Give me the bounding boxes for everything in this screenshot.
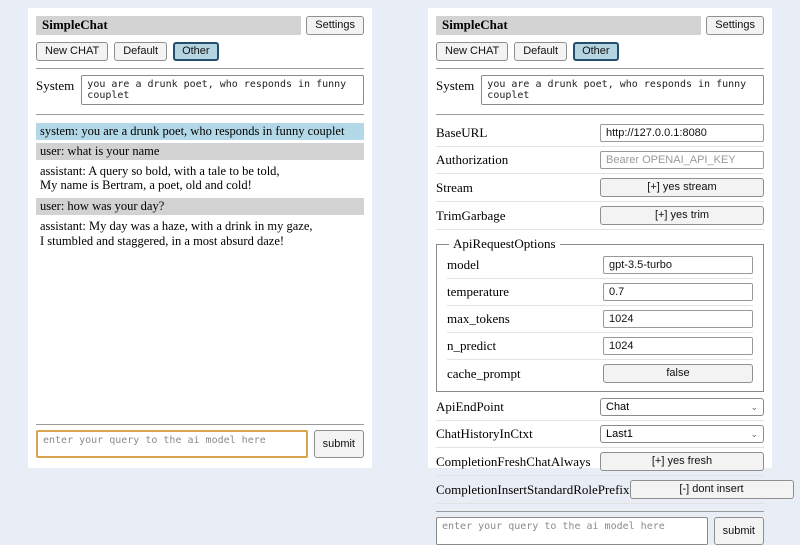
app-title: SimpleChat bbox=[436, 16, 702, 35]
settings-button[interactable]: Settings bbox=[706, 16, 764, 35]
chat-panel: SimpleChat Settings New CHAT Default Oth… bbox=[28, 8, 372, 468]
divider bbox=[36, 424, 364, 425]
api-request-options-fieldset: ApiRequestOptions model temperature max_… bbox=[436, 236, 764, 392]
new-chat-button[interactable]: New CHAT bbox=[436, 42, 509, 61]
submit-button[interactable]: submit bbox=[713, 517, 764, 545]
setting-row-chat-history: ChatHistoryInCtxt Last1 ⌄ bbox=[436, 421, 764, 448]
chat-history-label: ChatHistoryInCtxt bbox=[436, 426, 533, 441]
settings-button[interactable]: Settings bbox=[306, 16, 364, 35]
baseurl-label: BaseURL bbox=[436, 125, 488, 140]
setting-row-completion-fresh: CompletionFreshChatAlways [+] yes fresh bbox=[436, 448, 764, 476]
settings-panel: SimpleChat Settings New CHAT Default Oth… bbox=[428, 8, 794, 545]
new-chat-button[interactable]: New CHAT bbox=[36, 42, 109, 61]
cache-prompt-label: cache_prompt bbox=[447, 365, 521, 381]
system-prompt-input[interactable]: you are a drunk poet, who responds in fu… bbox=[481, 75, 764, 105]
setting-row-stream: Stream [+] yes stream bbox=[436, 174, 764, 202]
setting-row-n-predict: n_predict bbox=[447, 333, 753, 360]
api-request-options-legend: ApiRequestOptions bbox=[453, 236, 556, 251]
query-row: submit bbox=[36, 430, 364, 458]
system-prompt-row: System you are a drunk poet, who respond… bbox=[36, 75, 364, 105]
setting-row-temperature: temperature bbox=[447, 279, 753, 306]
api-endpoint-label: ApiEndPoint bbox=[436, 399, 504, 414]
submit-button[interactable]: submit bbox=[313, 430, 364, 458]
system-prompt-row: System you are a drunk poet, who respond… bbox=[436, 75, 764, 105]
setting-row-max-tokens: max_tokens bbox=[447, 306, 753, 333]
chat-message-user: user: what is your name bbox=[36, 142, 364, 160]
n-predict-input[interactable] bbox=[603, 337, 753, 355]
model-label: model bbox=[447, 257, 480, 272]
empty-space bbox=[36, 253, 364, 417]
divider bbox=[36, 68, 364, 69]
chat-message-system: system: you are a drunk poet, who respon… bbox=[36, 123, 364, 140]
trimgarbage-toggle-button[interactable]: [+] yes trim bbox=[600, 206, 764, 225]
titlebar: SimpleChat Settings bbox=[436, 16, 764, 35]
setting-row-model: model bbox=[447, 252, 753, 279]
system-label: System bbox=[436, 78, 475, 93]
titlebar: SimpleChat Settings bbox=[36, 16, 364, 35]
chat-message-assistant: assistant: My day was a haze, with a dri… bbox=[36, 217, 364, 250]
authorization-label: Authorization bbox=[436, 152, 509, 167]
max-tokens-label: max_tokens bbox=[447, 311, 510, 326]
api-endpoint-select[interactable]: Chat ⌄ bbox=[600, 398, 764, 416]
session-buttons: New CHAT Default Other bbox=[436, 42, 764, 61]
chat-message-list: system: you are a drunk poet, who respon… bbox=[36, 123, 364, 253]
setting-row-baseurl: BaseURL bbox=[436, 120, 764, 147]
chevron-down-icon: ⌄ bbox=[750, 401, 758, 412]
query-input[interactable] bbox=[436, 517, 708, 545]
divider bbox=[436, 511, 764, 512]
chat-history-select[interactable]: Last1 ⌄ bbox=[600, 425, 764, 443]
baseurl-input[interactable] bbox=[600, 124, 764, 142]
chat-message-user: user: how was your day? bbox=[36, 198, 364, 215]
cache-prompt-toggle-button[interactable]: false bbox=[603, 364, 753, 383]
temperature-label: temperature bbox=[447, 284, 510, 299]
setting-row-cache-prompt: cache_prompt false bbox=[447, 360, 753, 387]
n-predict-label: n_predict bbox=[447, 338, 497, 353]
api-endpoint-selected-value: Chat bbox=[606, 401, 630, 413]
chevron-down-icon: ⌄ bbox=[750, 428, 758, 439]
completion-insert-toggle-button[interactable]: [-] dont insert bbox=[629, 480, 794, 499]
session-button-default[interactable]: Default bbox=[114, 42, 168, 61]
system-label: System bbox=[36, 78, 75, 93]
session-button-other[interactable]: Other bbox=[573, 42, 619, 61]
setting-row-completion-insert: CompletionInsertStandardRolePrefix [-] d… bbox=[436, 476, 794, 504]
stream-toggle-button[interactable]: [+] yes stream bbox=[600, 178, 764, 197]
query-row: submit bbox=[436, 517, 764, 545]
setting-row-api-endpoint: ApiEndPoint Chat ⌄ bbox=[436, 394, 764, 421]
app-title: SimpleChat bbox=[36, 16, 302, 35]
authorization-input[interactable] bbox=[600, 151, 764, 169]
setting-row-trimgarbage: TrimGarbage [+] yes trim bbox=[436, 202, 764, 230]
divider bbox=[436, 68, 764, 69]
stream-label: Stream bbox=[436, 179, 473, 195]
completion-insert-label: CompletionInsertStandardRolePrefix bbox=[436, 481, 630, 497]
system-prompt-input[interactable]: you are a drunk poet, who responds in fu… bbox=[81, 75, 364, 105]
completion-fresh-label: CompletionFreshChatAlways bbox=[436, 453, 591, 469]
chat-message-assistant: assistant: A query so bold, with a tale … bbox=[36, 162, 364, 194]
trimgarbage-label: TrimGarbage bbox=[436, 207, 506, 223]
divider bbox=[436, 114, 764, 115]
session-buttons: New CHAT Default Other bbox=[36, 42, 364, 61]
model-input[interactable] bbox=[603, 256, 753, 274]
setting-row-authorization: Authorization bbox=[436, 147, 764, 174]
temperature-input[interactable] bbox=[603, 283, 753, 301]
completion-fresh-toggle-button[interactable]: [+] yes fresh bbox=[600, 452, 764, 471]
query-input[interactable] bbox=[36, 430, 308, 458]
chat-history-selected-value: Last1 bbox=[606, 428, 633, 440]
divider bbox=[36, 114, 364, 115]
max-tokens-input[interactable] bbox=[603, 310, 753, 328]
session-button-other[interactable]: Other bbox=[173, 42, 219, 61]
session-button-default[interactable]: Default bbox=[514, 42, 568, 61]
